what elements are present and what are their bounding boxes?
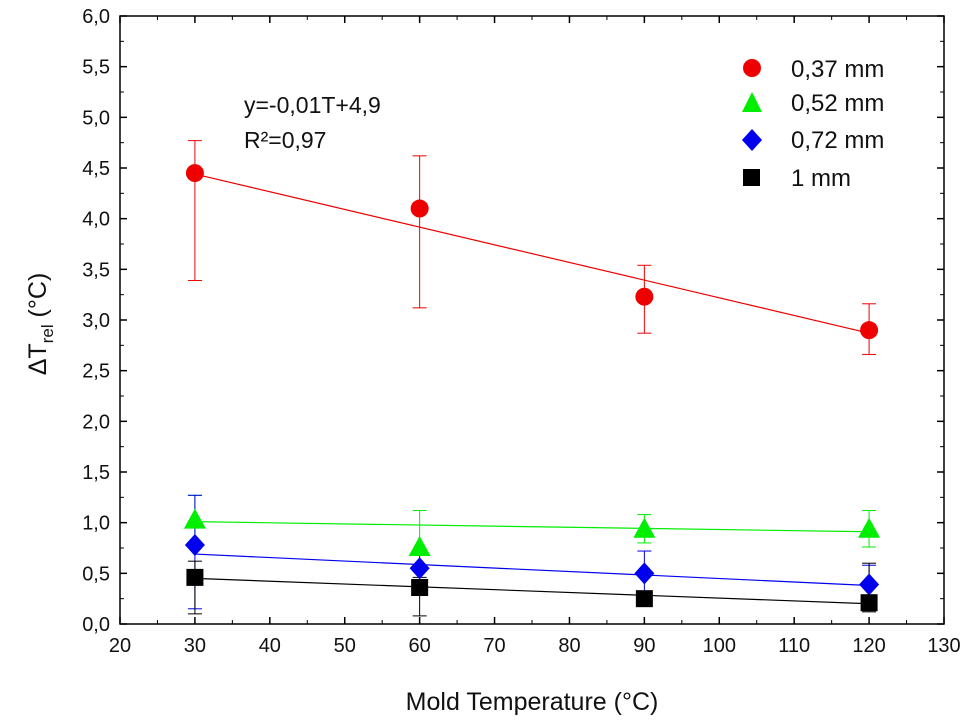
x-tick-label: 120 bbox=[852, 635, 885, 657]
y-axis-title-main: ΔT bbox=[24, 343, 52, 375]
data-point-series-0 bbox=[635, 287, 654, 306]
y-axis-title-subscript: rel bbox=[38, 324, 57, 343]
legend-marker-diamond bbox=[742, 129, 762, 151]
data-point-series-3 bbox=[186, 568, 204, 586]
y-axis-title-group: ΔTrel (°C) bbox=[24, 273, 57, 376]
x-tick-label: 100 bbox=[703, 635, 736, 657]
x-tick-label: 30 bbox=[184, 635, 206, 657]
data-point-series-3 bbox=[635, 590, 653, 608]
data-point-series-3 bbox=[411, 579, 429, 597]
x-tick-label: 90 bbox=[633, 635, 655, 657]
legend-item-1: 0,52 mm bbox=[742, 90, 884, 117]
x-tick-label: 130 bbox=[927, 635, 960, 657]
y-tick-label: 1,5 bbox=[82, 462, 110, 484]
legend-item-2: 0,72 mm bbox=[742, 127, 884, 154]
legend-label: 0,52 mm bbox=[791, 90, 884, 117]
y-tick-label: 5,5 bbox=[82, 57, 110, 79]
y-tick-label: 5,0 bbox=[82, 107, 110, 129]
data-points bbox=[183, 164, 881, 612]
y-tick-label: 3,0 bbox=[82, 310, 110, 332]
legend-marker-square bbox=[743, 169, 760, 186]
data-point-series-2 bbox=[859, 573, 880, 596]
fit-line-series-1 bbox=[194, 521, 870, 533]
fit-lines bbox=[194, 173, 870, 605]
data-point-series-1 bbox=[858, 517, 881, 538]
x-tick-label: 80 bbox=[558, 635, 580, 657]
data-point-series-1 bbox=[633, 517, 656, 538]
y-tick-label: 0,0 bbox=[82, 614, 110, 636]
legend-label: 1 mm bbox=[791, 165, 851, 192]
x-axis-title: Mold Temperature (°C) bbox=[406, 688, 659, 716]
data-point-series-2 bbox=[634, 562, 655, 585]
legend-label: 0,37 mm bbox=[791, 56, 884, 83]
fit-r-squared-label: R²=0,97 bbox=[244, 127, 326, 153]
data-point-series-1 bbox=[183, 508, 206, 529]
data-point-series-0 bbox=[410, 199, 429, 218]
y-tick-label: 0,5 bbox=[82, 563, 110, 585]
data-point-series-0 bbox=[185, 164, 204, 183]
y-tick-label: 1,0 bbox=[82, 513, 110, 535]
data-point-series-2 bbox=[409, 557, 430, 580]
x-tick-label: 70 bbox=[483, 635, 505, 657]
y-axis-title: ΔTrel (°C) bbox=[24, 273, 57, 376]
legend-marker-triangle bbox=[742, 92, 762, 112]
x-axis-ticks: 20 30 40 50 60 70 80 90 100 110 120 130 bbox=[109, 16, 961, 657]
legend-marker-circle bbox=[743, 59, 761, 77]
y-tick-label: 4,0 bbox=[82, 209, 110, 231]
data-point-series-1 bbox=[408, 535, 431, 556]
legend-item-3: 1 mm bbox=[743, 165, 851, 192]
fit-line-series-3 bbox=[194, 577, 870, 605]
y-axis-title-space bbox=[24, 317, 52, 324]
error-bars bbox=[187, 140, 877, 617]
fit-equation-label: y=-0,01T+4,9 bbox=[244, 92, 381, 118]
x-tick-label: 60 bbox=[409, 635, 431, 657]
x-tick-label: 20 bbox=[109, 635, 131, 657]
x-tick-label: 50 bbox=[334, 635, 356, 657]
y-tick-label: 2,0 bbox=[82, 411, 110, 433]
fit-line-series-0 bbox=[194, 173, 870, 334]
data-point-series-2 bbox=[184, 533, 205, 556]
y-tick-label: 4,5 bbox=[82, 158, 110, 180]
data-point-series-0 bbox=[860, 321, 879, 340]
y-axis-title-unit: (°C) bbox=[24, 273, 52, 318]
legend-item-0: 0,37 mm bbox=[743, 56, 884, 83]
y-tick-label: 3,5 bbox=[82, 259, 110, 281]
x-tick-label: 110 bbox=[778, 635, 810, 657]
x-tick-label: 40 bbox=[259, 635, 281, 657]
data-point-series-3 bbox=[860, 594, 878, 612]
fit-line-series-2 bbox=[194, 553, 870, 587]
y-axis-ticks: 0,0 0,5 1,0 1,5 2,0 2,5 3,0 3,5 4,0 4,5 5,0 5,5 6,0 bbox=[82, 6, 944, 636]
y-tick-label: 6,0 bbox=[82, 6, 110, 28]
legend-label: 0,72 mm bbox=[791, 127, 884, 154]
y-tick-label: 2,5 bbox=[82, 361, 110, 383]
legend: 0,37 mm 0,52 mm 0,72 mm 1 mm bbox=[742, 56, 884, 192]
